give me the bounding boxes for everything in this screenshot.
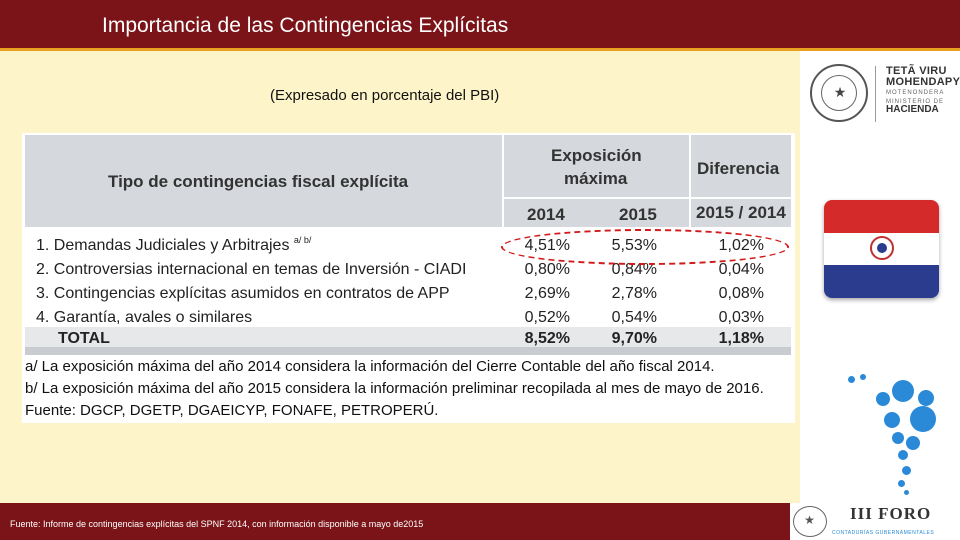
cell-diff: 0,03% [718, 309, 764, 326]
cell-2014: 2,69% [524, 285, 570, 302]
header-diferencia: Diferencia [697, 159, 780, 178]
header-2015: 2015 [619, 205, 657, 224]
paraguay-flag-icon [824, 200, 939, 298]
cell-2014: 0,80% [524, 261, 570, 278]
header-exposicion-line2: máxima [564, 169, 628, 188]
notes-separator [25, 347, 791, 355]
national-seal-icon: ★ [810, 64, 868, 122]
ministry-line3: MOTENONDERA [886, 90, 945, 96]
footer-seal-icon: ★ [790, 503, 832, 540]
row-label: 3. Contingencias explícitas asumidos en … [36, 285, 450, 302]
table-source: Fuente: DGCP, DGETP, DGAEICYP, FONAFE, P… [25, 402, 439, 419]
cell-diff: 0,08% [718, 285, 764, 302]
header-tipo: Tipo de contingencias fiscal explícita [108, 172, 409, 191]
table-row: 3. Contingencias explícitas asumidos en … [25, 282, 791, 306]
logo-divider [875, 66, 876, 122]
header-bar: Importancia de las Contingencias Explíci… [0, 0, 960, 51]
table-row: 2. Controversias internacional en temas … [25, 258, 791, 282]
row-label: 1. Demandas Judiciales y Arbitrajes [36, 237, 290, 254]
ministry-line5: HACIENDA [886, 104, 939, 115]
slide-subtitle: (Expresado en porcentaje del PBI) [270, 87, 500, 104]
table-row: 4. Garantía, avales o similares 0,52% 0,… [25, 306, 791, 330]
row-footnote: a/ b/ [293, 235, 312, 245]
row-label: 4. Garantía, avales o similares [36, 309, 253, 326]
cell-diff: 0,04% [718, 261, 764, 278]
highlight-oval [501, 229, 789, 265]
forum-name: III FORO [850, 504, 932, 523]
ministry-line1: TETÃ VIRU [886, 65, 947, 77]
slide-title: Importancia de las Contingencias Explíci… [102, 14, 509, 37]
table-header: Tipo de contingencias fiscal explícita E… [25, 135, 791, 227]
contingency-table: Tipo de contingencias fiscal explícita E… [22, 133, 795, 423]
total-2015: 9,70% [611, 330, 657, 347]
total-2014: 8,52% [524, 330, 570, 347]
footer-source: Fuente: Informe de contingencias explíci… [10, 519, 424, 529]
header-exposicion-line1: Exposición [551, 146, 642, 165]
total-diff: 1,18% [718, 330, 764, 347]
ministry-line4: MINISTERIO DE [886, 99, 945, 105]
footer-bar: Fuente: Informe de contingencias explíci… [0, 503, 790, 540]
ministry-logo: TETÃ VIRU MOHENDAPY MOTENONDERA MINISTER… [886, 66, 960, 115]
header-diff-years: 2015 / 2014 [696, 203, 786, 222]
forum-logo: III FORO CONTADURÍAS GUBERNAMENTALES [832, 372, 960, 540]
ministry-line2: MOHENDAPY [886, 76, 960, 88]
total-label: TOTAL [58, 330, 110, 347]
cell-2015: 2,78% [611, 285, 657, 302]
cell-2015: 0,84% [611, 261, 657, 278]
header-2014: 2014 [527, 205, 565, 224]
cell-2015: 0,54% [611, 309, 657, 326]
cell-2014: 0,52% [524, 309, 570, 326]
footnote-b: b/ La exposición máxima del año 2015 con… [25, 380, 764, 397]
footnote-a: a/ La exposición máxima del año 2014 con… [25, 358, 715, 375]
row-label: 2. Controversias internacional en temas … [36, 261, 467, 278]
forum-tagline: CONTADURÍAS GUBERNAMENTALES [832, 530, 935, 536]
